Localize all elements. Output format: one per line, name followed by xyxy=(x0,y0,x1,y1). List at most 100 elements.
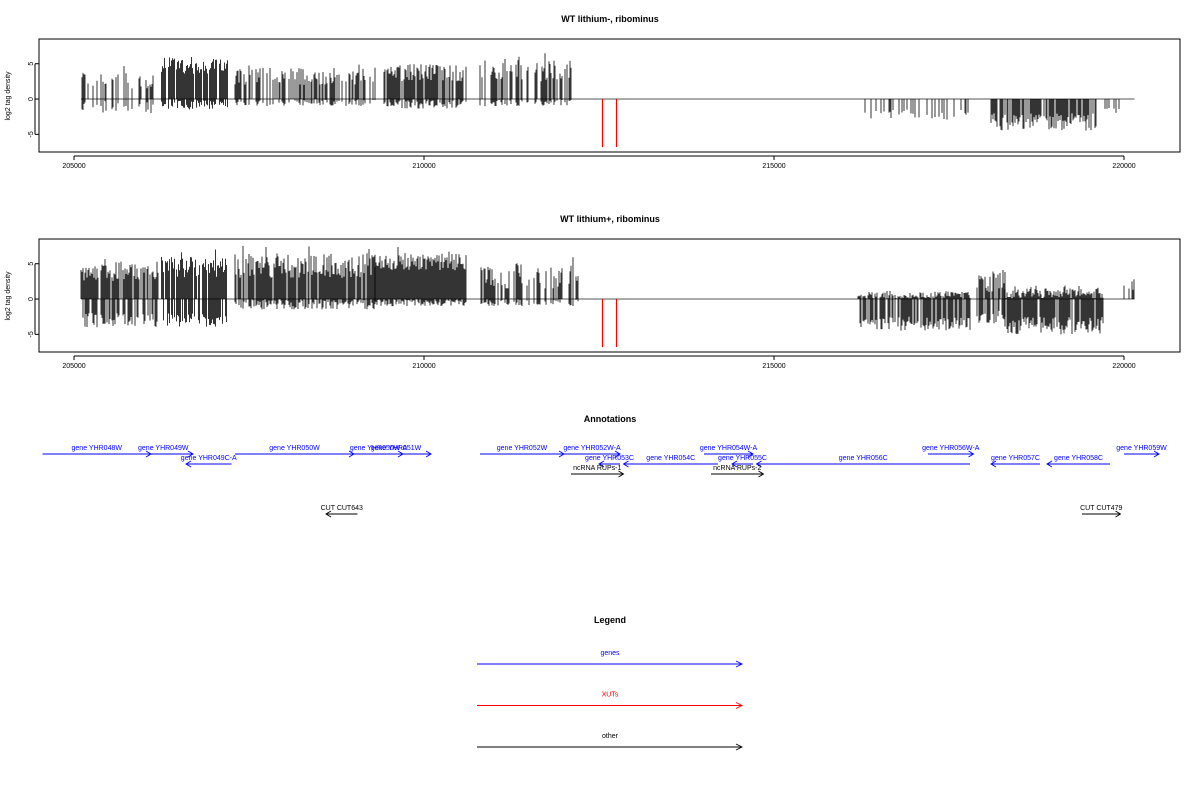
legend-entry: other xyxy=(477,733,744,751)
density-bars xyxy=(80,245,1135,335)
annotation-feature: gene YHR052W xyxy=(480,445,565,458)
axes: 5 0 -5 205000 210000 215000 220000 xyxy=(28,62,1136,170)
y-axis-label: log2 tag density xyxy=(5,71,12,121)
annotation-feature: gene YHR048W xyxy=(42,445,152,458)
feature-label: gene YHR056C xyxy=(839,455,888,462)
legend-label: XUTs xyxy=(602,692,619,699)
feature-label: gene YHR050W-A xyxy=(350,445,408,452)
annotation-feature: gene YHR056C xyxy=(755,455,970,468)
feature-label: gene YHR059W xyxy=(1116,445,1167,452)
arrowhead xyxy=(990,460,997,468)
axes: 5 0 -5 205000 210000 215000 220000 xyxy=(28,262,1136,370)
x-tick-label: 205000 xyxy=(62,363,85,370)
annotation-feature: gene YHR058C xyxy=(1046,455,1110,468)
annotation-feature: gene YHR053C xyxy=(585,455,634,468)
feature-label: gene YHR052W-A xyxy=(563,445,621,452)
feature-label: gene YHR058C xyxy=(1054,455,1103,462)
feature-label: gene YHR055C xyxy=(718,455,767,462)
annotation-feature: gene YHR054W-A xyxy=(700,445,758,458)
annotation-feature: gene YHR049C-A xyxy=(181,455,237,468)
feature-label: gene YHR049W xyxy=(138,445,189,452)
x-tick-label: 210000 xyxy=(412,163,435,170)
legend-entry: genes xyxy=(477,650,744,668)
legend: Legend genes XUTs other xyxy=(477,615,744,751)
arrowhead xyxy=(1153,450,1160,458)
feature-label: gene YHR054C xyxy=(646,455,695,462)
y-tick-label: 5 xyxy=(28,62,35,66)
annotation-feature: ncRNA RUPs-2 xyxy=(711,465,765,478)
arrowhead xyxy=(598,460,605,468)
feature-label: ncRNA RUPs-1 xyxy=(573,465,621,472)
arrowhead xyxy=(618,470,625,478)
annotation-feature: gene YHR055C xyxy=(718,455,767,468)
track-panel-lithium-minus: WT lithium-, ribominus log2 tag density … xyxy=(5,14,1181,170)
y-tick-label: -5 xyxy=(28,131,35,137)
panel-title: WT lithium+, ribominus xyxy=(560,214,660,224)
xut-markers xyxy=(601,99,618,148)
y-tick-label: -5 xyxy=(28,331,35,337)
legend-label: genes xyxy=(600,650,620,657)
feature-label: ncRNA RUPs-2 xyxy=(713,465,761,472)
legend-entry: XUTs xyxy=(477,692,744,709)
arrowhead xyxy=(758,470,765,478)
arrowhead xyxy=(735,743,744,751)
annotation-feature: gene YHR059W xyxy=(1116,445,1167,458)
arrowhead xyxy=(1115,510,1122,518)
xut-markers xyxy=(601,299,618,348)
x-tick-label: 215000 xyxy=(762,363,785,370)
x-tick-label: 220000 xyxy=(1112,163,1135,170)
feature-label: gene YHR057C xyxy=(991,455,1040,462)
arrowhead xyxy=(187,450,194,458)
annotation-track: Annotations gene YHR048W gene YHR049W gene… xyxy=(42,414,1167,518)
arrowhead xyxy=(735,660,744,668)
arrowhead xyxy=(425,450,432,458)
arrowhead xyxy=(622,460,629,468)
legend-title: Legend xyxy=(594,615,626,625)
arrowhead xyxy=(968,450,975,458)
feature-label: gene YHR051W xyxy=(371,445,422,452)
annotation-feature: gene YHR051W xyxy=(361,445,432,458)
feature-label: gene YHR053C xyxy=(585,455,634,462)
arrowhead xyxy=(747,450,754,458)
feature-label: gene YHR054W-A xyxy=(700,445,758,452)
annotation-feature: gene YHR056W-A xyxy=(922,445,980,458)
annotation-feature: gene YHR049W xyxy=(133,445,194,458)
feature-label: gene YHR048W xyxy=(72,445,123,452)
annotation-feature: CUT CUT643 xyxy=(321,505,363,518)
x-tick-label: 215000 xyxy=(762,163,785,170)
arrowhead xyxy=(185,460,192,468)
y-tick-label: 5 xyxy=(28,262,35,266)
arrowhead xyxy=(735,702,744,709)
plot-frame xyxy=(38,238,1181,353)
arrowhead xyxy=(755,460,762,468)
annotation-feature: gene YHR050W xyxy=(235,445,355,458)
feature-label: gene YHR050W xyxy=(269,445,320,452)
density-bars xyxy=(81,53,1135,131)
annotation-feature: gene YHR057C xyxy=(990,455,1040,468)
x-tick-label: 205000 xyxy=(62,163,85,170)
y-tick-label: 0 xyxy=(28,297,35,301)
feature-label: CUT CUT479 xyxy=(1080,505,1122,512)
arrowhead xyxy=(1046,460,1053,468)
annotations-title: Annotations xyxy=(584,414,637,424)
arrowhead xyxy=(325,510,332,518)
annotation-feature: gene YHR054C xyxy=(622,455,718,468)
arrowhead xyxy=(731,460,738,468)
feature-label: CUT CUT643 xyxy=(321,505,363,512)
y-axis-label: log2 tag density xyxy=(5,271,12,321)
legend-label: other xyxy=(602,733,619,740)
panel-title: WT lithium-, ribominus xyxy=(561,14,659,24)
feature-label: gene YHR056W-A xyxy=(922,445,980,452)
arrowhead xyxy=(614,450,621,458)
plot-frame xyxy=(38,38,1181,153)
annotation-feature: gene YHR052W-A xyxy=(563,445,621,458)
feature-label: gene YHR052W xyxy=(497,445,548,452)
annotation-feature: ncRNA RUPs-1 xyxy=(571,465,625,478)
feature-label: gene YHR049C-A xyxy=(181,455,237,462)
track-panel-lithium-plus: WT lithium+, ribominus log2 tag density … xyxy=(5,214,1181,370)
annotation-feature: CUT CUT479 xyxy=(1080,505,1122,518)
x-tick-label: 210000 xyxy=(412,363,435,370)
y-tick-label: 0 xyxy=(28,97,35,101)
x-tick-label: 220000 xyxy=(1112,363,1135,370)
